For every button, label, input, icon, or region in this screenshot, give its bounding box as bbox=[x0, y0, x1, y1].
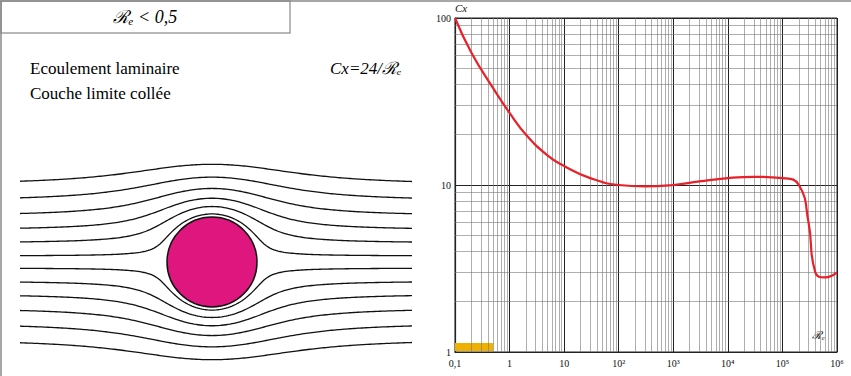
svg-text:10: 10 bbox=[441, 180, 451, 191]
svg-text:100: 100 bbox=[436, 13, 451, 24]
svg-text:10⁴: 10⁴ bbox=[721, 358, 735, 369]
svg-text:10: 10 bbox=[559, 358, 569, 369]
svg-text:10⁶: 10⁶ bbox=[830, 358, 844, 369]
svg-text:Cx: Cx bbox=[455, 2, 467, 14]
svg-text:1: 1 bbox=[507, 358, 512, 369]
svg-text:ℛₑ: ℛₑ bbox=[812, 329, 825, 341]
svg-text:Couche limite collée: Couche limite collée bbox=[30, 84, 171, 103]
svg-text:10⁵: 10⁵ bbox=[776, 358, 790, 369]
svg-text:1: 1 bbox=[446, 347, 451, 358]
svg-text:ℛₑ < 0,5: ℛₑ < 0,5 bbox=[113, 7, 177, 27]
svg-text:Cx=24/ℛₑ: Cx=24/ℛₑ bbox=[330, 59, 402, 78]
svg-text:Ecoulement laminaire: Ecoulement laminaire bbox=[30, 59, 180, 78]
svg-text:10²: 10² bbox=[612, 358, 625, 369]
svg-text:10³: 10³ bbox=[667, 358, 680, 369]
svg-text:0,1: 0,1 bbox=[449, 358, 462, 369]
